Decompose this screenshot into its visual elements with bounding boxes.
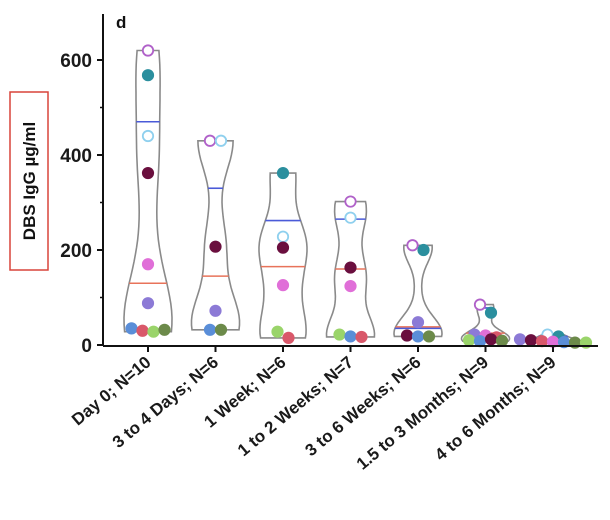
x-tick-label: 3 to 6 Weeks; N=6 [301,353,424,461]
data-point [141,44,155,57]
data-point [535,335,549,348]
data-point [417,243,430,257]
y-tick-label: 600 [60,51,92,72]
panel-label: d [116,13,126,32]
data-point [524,334,538,347]
x-tick-label: 4 to 6 Months; N=9 [431,353,559,465]
data-point [141,69,155,82]
data-point [276,241,290,254]
data-point [411,330,425,343]
x-tick-label: 1 to 2 Weeks; N=7 [234,353,357,461]
data-point [344,211,357,224]
data-point [141,297,155,310]
y-tick-label: 0 [81,336,92,357]
data-point [276,279,290,292]
violin-shape [190,140,241,331]
data-point [136,324,149,337]
data-point [209,304,222,317]
data-point [333,328,346,341]
y-axis-label: DBS IgG µg/ml [20,122,39,240]
data-point [344,330,357,343]
data-point [344,279,357,293]
data-point [344,195,357,208]
data-point [203,134,217,147]
data-point [158,323,171,336]
y-tick-label: 200 [60,241,92,262]
data-point [276,230,290,243]
data-point [209,240,222,253]
data-point [125,322,138,335]
data-point [422,330,436,343]
violin-shape [258,172,308,339]
data-point [141,129,155,143]
data-point [484,306,498,319]
data-point [355,330,368,344]
data-point [473,298,487,311]
data-point [141,166,155,180]
data-point [513,333,527,346]
data-point [141,258,155,271]
data-point [462,334,476,347]
x-tick-label: 1.5 to 3 Months; N=9 [353,353,492,474]
data-point [411,316,425,329]
data-point [203,323,217,336]
violin-shape [393,244,443,338]
violin-shape [325,200,376,338]
violin-shape [123,49,173,333]
data-point [147,325,160,338]
data-point [214,323,228,336]
points-layer [125,44,593,349]
data-point [473,335,487,348]
data-point [282,331,295,344]
data-point [214,134,228,147]
y-axis-label-box [9,91,49,271]
data-point [406,239,419,252]
data-point [276,166,290,180]
y-tick-label: 400 [60,146,92,167]
y-axis-label-group: DBS IgG µg/ml [9,91,49,271]
data-point [344,261,357,274]
data-point [271,325,284,338]
data-point [495,334,509,347]
data-point [400,329,414,342]
data-point [484,333,498,346]
